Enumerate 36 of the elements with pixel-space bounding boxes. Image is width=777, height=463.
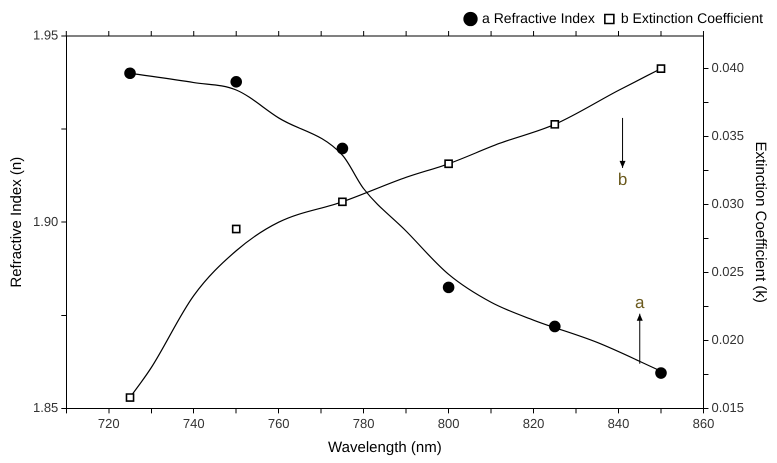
annotation: a: [635, 292, 646, 312]
y-tick-label: 1.85: [32, 400, 58, 415]
x-tick-label: 720: [98, 416, 120, 431]
point: [336, 142, 348, 154]
point: [126, 393, 134, 402]
y2-tick-label: 0.035: [711, 128, 744, 144]
y-tick-label: 1.95: [32, 28, 58, 43]
x-tick-label: 740: [182, 416, 205, 431]
y2-tick-label: 0.025: [711, 264, 744, 280]
x-tick-label: 840: [608, 416, 630, 431]
x-axis-title: Wavelength (nm): [328, 439, 442, 456]
point: [230, 76, 242, 88]
y2-tick-label: 0.015: [711, 400, 744, 415]
point: [655, 367, 667, 379]
point: [124, 67, 136, 80]
point: [442, 282, 454, 294]
x-tick-label: 800: [438, 416, 460, 431]
x-tick-label: 860: [692, 416, 714, 431]
annotation: b: [618, 170, 628, 190]
legend-label: a Refractive Index: [482, 10, 595, 26]
y2-tick-label: 0.030: [711, 196, 744, 212]
y2-tick-label: 0.020: [711, 332, 744, 348]
x-tick-label: 760: [268, 416, 290, 431]
point: [550, 120, 560, 129]
x-tick-label: 780: [352, 416, 374, 431]
point: [444, 159, 453, 168]
y2-tick-label: 0.040: [711, 60, 744, 76]
legend-label: b Extinction Coefficient: [620, 10, 764, 26]
point: [656, 64, 666, 73]
point: [232, 224, 241, 234]
y2-axis-title: Extinction Coefficient (k): [752, 141, 769, 303]
x-tick-label: 820: [522, 416, 544, 431]
y-tick-label: 1.90: [32, 214, 58, 229]
y-axis-title: Refractive Index (n): [8, 156, 26, 288]
point: [548, 320, 561, 332]
point: [338, 197, 347, 206]
